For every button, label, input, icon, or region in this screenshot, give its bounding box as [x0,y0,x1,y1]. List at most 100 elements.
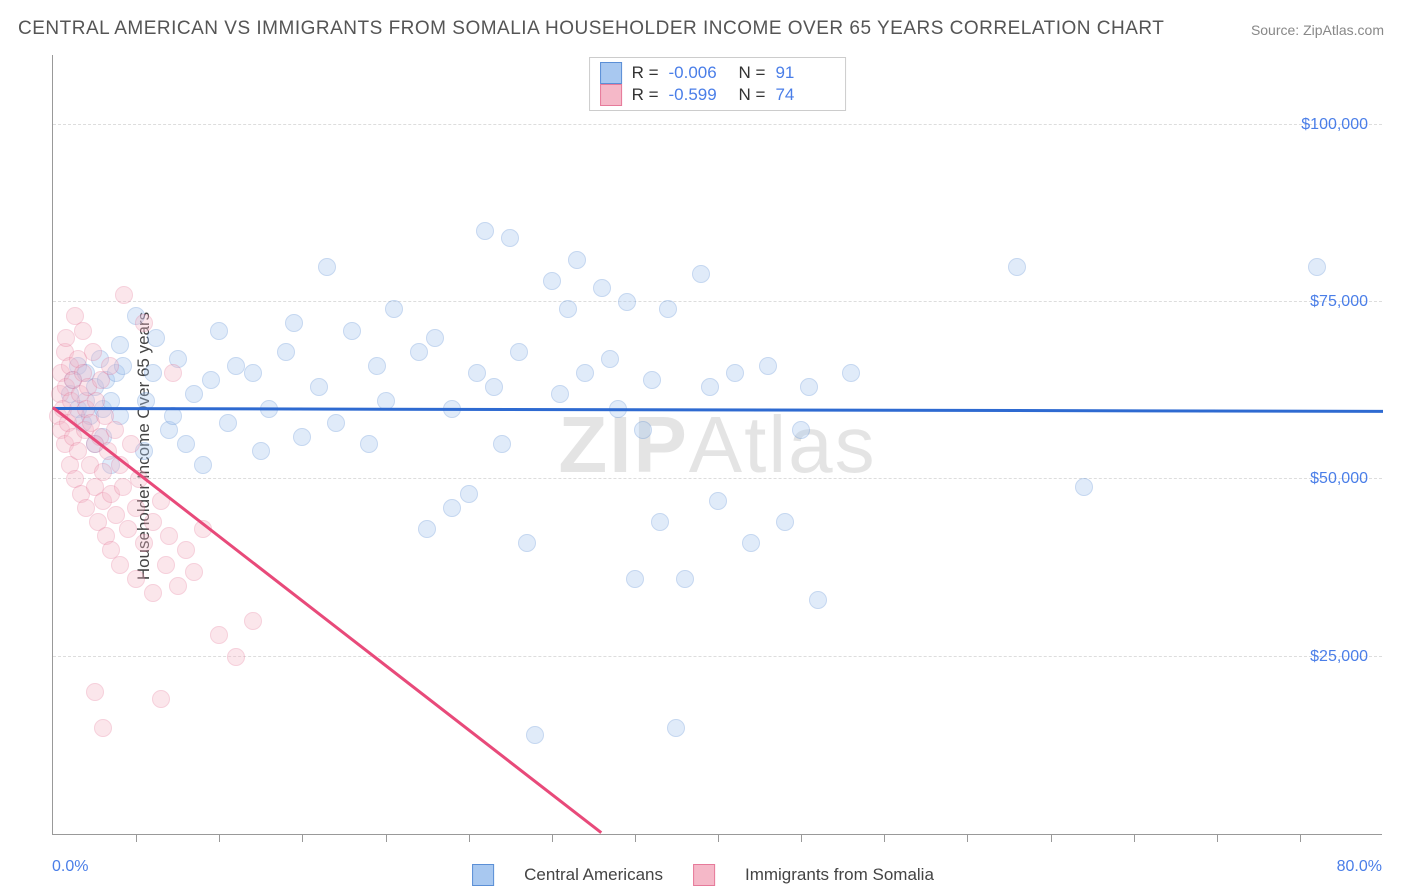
regression-line [52,406,602,833]
data-point [526,726,544,744]
data-point [135,534,153,552]
data-point [410,343,428,361]
data-point [726,364,744,382]
data-point [460,485,478,503]
data-point [443,499,461,517]
stats-row-series1: R = -0.006 N = 91 [600,62,836,84]
data-point [759,357,777,375]
data-point [601,350,619,368]
data-point [106,421,124,439]
swatch-series1 [600,62,622,84]
r-value-series1: -0.006 [669,63,729,83]
data-point [634,421,652,439]
data-point [593,279,611,297]
x-tick [1134,834,1135,842]
data-point [543,272,561,290]
x-tick [718,834,719,842]
x-tick [1300,834,1301,842]
data-point [135,314,153,332]
data-point [177,435,195,453]
data-point [568,251,586,269]
data-point [114,478,132,496]
data-point [800,378,818,396]
data-point [177,541,195,559]
data-point [210,322,228,340]
data-point [343,322,361,340]
data-point [510,343,528,361]
data-point [559,300,577,318]
data-point [667,719,685,737]
data-point [227,357,245,375]
data-point [385,300,403,318]
chart-container: CENTRAL AMERICAN VS IMMIGRANTS FROM SOMA… [0,0,1406,892]
data-point [244,612,262,630]
data-point [1308,258,1326,276]
data-point [842,364,860,382]
data-point [576,364,594,382]
data-point [111,556,129,574]
y-tick-label: $75,000 [1310,293,1368,311]
data-point [809,591,827,609]
n-label: N = [739,63,766,83]
data-point [244,364,262,382]
gridline [53,301,1382,302]
x-axis-end-label: 80.0% [1337,858,1382,876]
regression-line [53,407,1383,412]
source-attribution: Source: ZipAtlas.com [1251,22,1384,38]
data-point [111,336,129,354]
x-tick [219,834,220,842]
legend-swatch-series2 [693,864,715,886]
legend-swatch-series1 [472,864,494,886]
x-tick [136,834,137,842]
data-point [152,690,170,708]
watermark: ZIPAtlas [558,399,876,491]
data-point [101,357,119,375]
x-tick [469,834,470,842]
data-point [426,329,444,347]
data-point [360,435,378,453]
data-point [468,364,486,382]
data-point [119,520,137,538]
data-point [618,293,636,311]
bottom-legend: Central Americans Immigrants from Somali… [472,864,934,886]
data-point [651,513,669,531]
data-point [701,378,719,396]
x-tick [884,834,885,842]
data-point [169,577,187,595]
data-point [144,584,162,602]
data-point [160,527,178,545]
data-point [127,570,145,588]
x-tick [1051,834,1052,842]
r-label: R = [632,85,659,105]
chart-title: CENTRAL AMERICAN VS IMMIGRANTS FROM SOMA… [18,18,1164,40]
data-point [210,626,228,644]
data-point [185,563,203,581]
x-tick [386,834,387,842]
data-point [57,329,75,347]
n-value-series2: 74 [775,85,835,105]
data-point [277,343,295,361]
data-point [776,513,794,531]
gridline [53,478,1382,479]
swatch-series2 [600,84,622,106]
data-point [551,385,569,403]
data-point [485,378,503,396]
data-point [144,364,162,382]
data-point [643,371,661,389]
x-tick [552,834,553,842]
data-point [742,534,760,552]
data-point [227,648,245,666]
data-point [219,414,237,432]
data-point [86,683,104,701]
data-point [164,364,182,382]
data-point [147,329,165,347]
data-point [252,442,270,460]
n-label: N = [739,85,766,105]
data-point [310,378,328,396]
data-point [709,492,727,510]
data-point [418,520,436,538]
data-point [74,322,92,340]
data-point [122,435,140,453]
x-tick [967,834,968,842]
n-value-series1: 91 [775,63,835,83]
